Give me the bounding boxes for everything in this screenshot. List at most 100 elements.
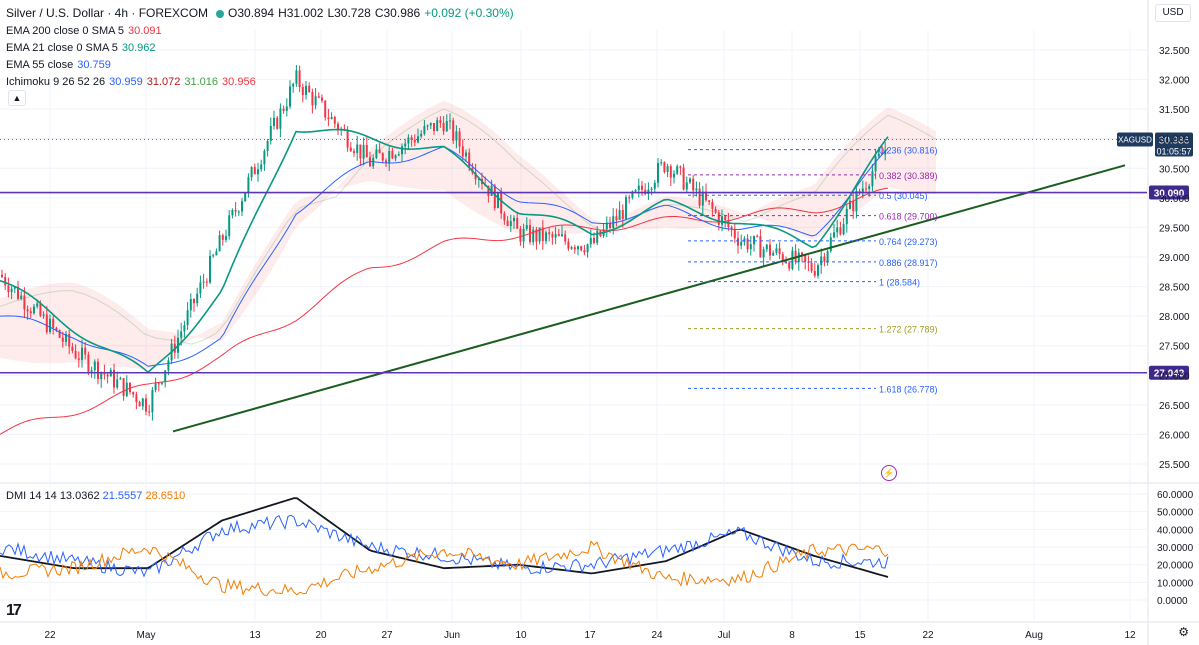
candle-body [692, 178, 695, 191]
candle-body [154, 383, 157, 391]
candle-body [189, 298, 192, 311]
ema55-legend[interactable]: EMA 55 close 30.759 [6, 58, 115, 72]
time-tick-label: 8 [789, 630, 795, 641]
symbol-title: Silver / U.S. Dollar · 4h · FOREXCOM [6, 6, 209, 20]
candle-body [116, 379, 119, 388]
candle-body [26, 309, 29, 312]
candle-body [685, 182, 688, 190]
market-status-icon [216, 9, 225, 18]
candle-body [836, 227, 839, 233]
candle-body [487, 185, 490, 196]
candle-body [234, 209, 237, 212]
last-price-label: 30.986 [1159, 136, 1190, 147]
candle-body [4, 277, 7, 286]
candle-body [180, 331, 183, 338]
candle-body [97, 361, 99, 380]
tradingview-logo-icon: 17 [6, 602, 22, 619]
candle-body [874, 156, 877, 172]
candle-body [157, 383, 160, 385]
open-value: O30.894 [228, 6, 275, 20]
candle-body [273, 117, 275, 126]
candle-body [721, 216, 723, 225]
candle-body [628, 197, 631, 199]
currency-button[interactable]: USD [1155, 4, 1191, 22]
level-low-tag [1149, 365, 1189, 380]
candle-body [817, 265, 819, 276]
price-tick-label: 32.000 [1159, 76, 1190, 87]
candle-body [311, 92, 314, 106]
candle-body [461, 146, 464, 157]
candle-body [269, 125, 272, 142]
time-tick-label: 13 [249, 630, 261, 641]
candle-body [129, 382, 131, 393]
candle-body [71, 346, 74, 351]
candles [1, 65, 887, 421]
ema55-value: 30.759 [77, 59, 111, 71]
candle-body [13, 286, 16, 289]
candle-body [845, 208, 848, 225]
candle-body [657, 163, 659, 183]
candle-body [714, 208, 717, 213]
symbol-tag [1117, 132, 1153, 147]
candle-body [445, 121, 448, 132]
time-tick-label: 10 [515, 630, 527, 641]
ema200-value: 30.091 [128, 25, 162, 37]
dmi-minusdi-line [0, 540, 889, 596]
flash-icon[interactable]: ⚡ [881, 465, 897, 481]
candle-body [218, 235, 221, 252]
candle-body [199, 282, 202, 294]
fib-level-label: 1.272 (27.789) [879, 325, 938, 335]
price-tick-label: 31.500 [1159, 105, 1190, 116]
price-tick-label: 26.000 [1159, 430, 1190, 441]
collapse-legend-button[interactable]: ▲ [8, 90, 26, 106]
candle-body [532, 229, 535, 242]
candle-body [669, 166, 672, 178]
candle-body [855, 190, 858, 212]
candle-body [871, 171, 874, 187]
candle-body [193, 298, 195, 304]
candle-body [321, 97, 323, 101]
candle-body [791, 250, 794, 269]
candle-body [237, 211, 240, 213]
candle-body [503, 213, 506, 221]
candle-body [205, 281, 208, 283]
time-tick-label: Jun [444, 630, 460, 641]
candle-body [637, 185, 640, 191]
ema200-legend[interactable]: EMA 200 close 0 SMA 5 30.091 [6, 24, 166, 38]
candle-body [810, 262, 813, 271]
candle-body [279, 108, 282, 129]
candle-body [465, 152, 467, 157]
candle-body [292, 83, 295, 87]
ema21-legend[interactable]: EMA 21 close 0 SMA 5 30.962 [6, 41, 160, 55]
candle-body [90, 370, 93, 372]
axes: 32.500 32.000 31.500 31.000 30.500 30.000 29.5… [44, 46, 1193, 641]
candle-body [314, 96, 317, 106]
candle-body [506, 220, 509, 226]
candle-body [202, 281, 205, 283]
ichimoku-cloud-area [0, 100, 936, 370]
ichimoku-conversion-value: 30.959 [109, 76, 143, 88]
candle-body [781, 254, 784, 262]
dmi-tick-label: 0.0000 [1157, 596, 1188, 607]
time-tick-label: May [137, 630, 156, 641]
time-tick-label: 15 [854, 630, 866, 641]
ichimoku-legend[interactable]: Ichimoku 9 26 52 26 30.959 31.072 31.016 30.… [6, 75, 260, 89]
candle-body [186, 310, 189, 326]
candle-body [253, 167, 256, 175]
gear-icon[interactable]: ⚙ [1178, 625, 1189, 639]
dmi-tick-label: 10.0000 [1157, 578, 1194, 589]
candle-body [884, 150, 887, 155]
candle-body [561, 234, 563, 237]
candle-body [730, 227, 733, 230]
candle-body [733, 229, 736, 239]
candle-body [106, 374, 109, 377]
time-tick-label: 22 [44, 630, 56, 641]
dmi-legend[interactable]: DMI 14 14 13.0362 21.5557 28.6510 [6, 490, 185, 502]
candle-body [388, 150, 391, 163]
candle-body [823, 256, 826, 262]
dmi-tick-label: 50.0000 [1157, 508, 1194, 519]
candle-body [468, 152, 471, 168]
